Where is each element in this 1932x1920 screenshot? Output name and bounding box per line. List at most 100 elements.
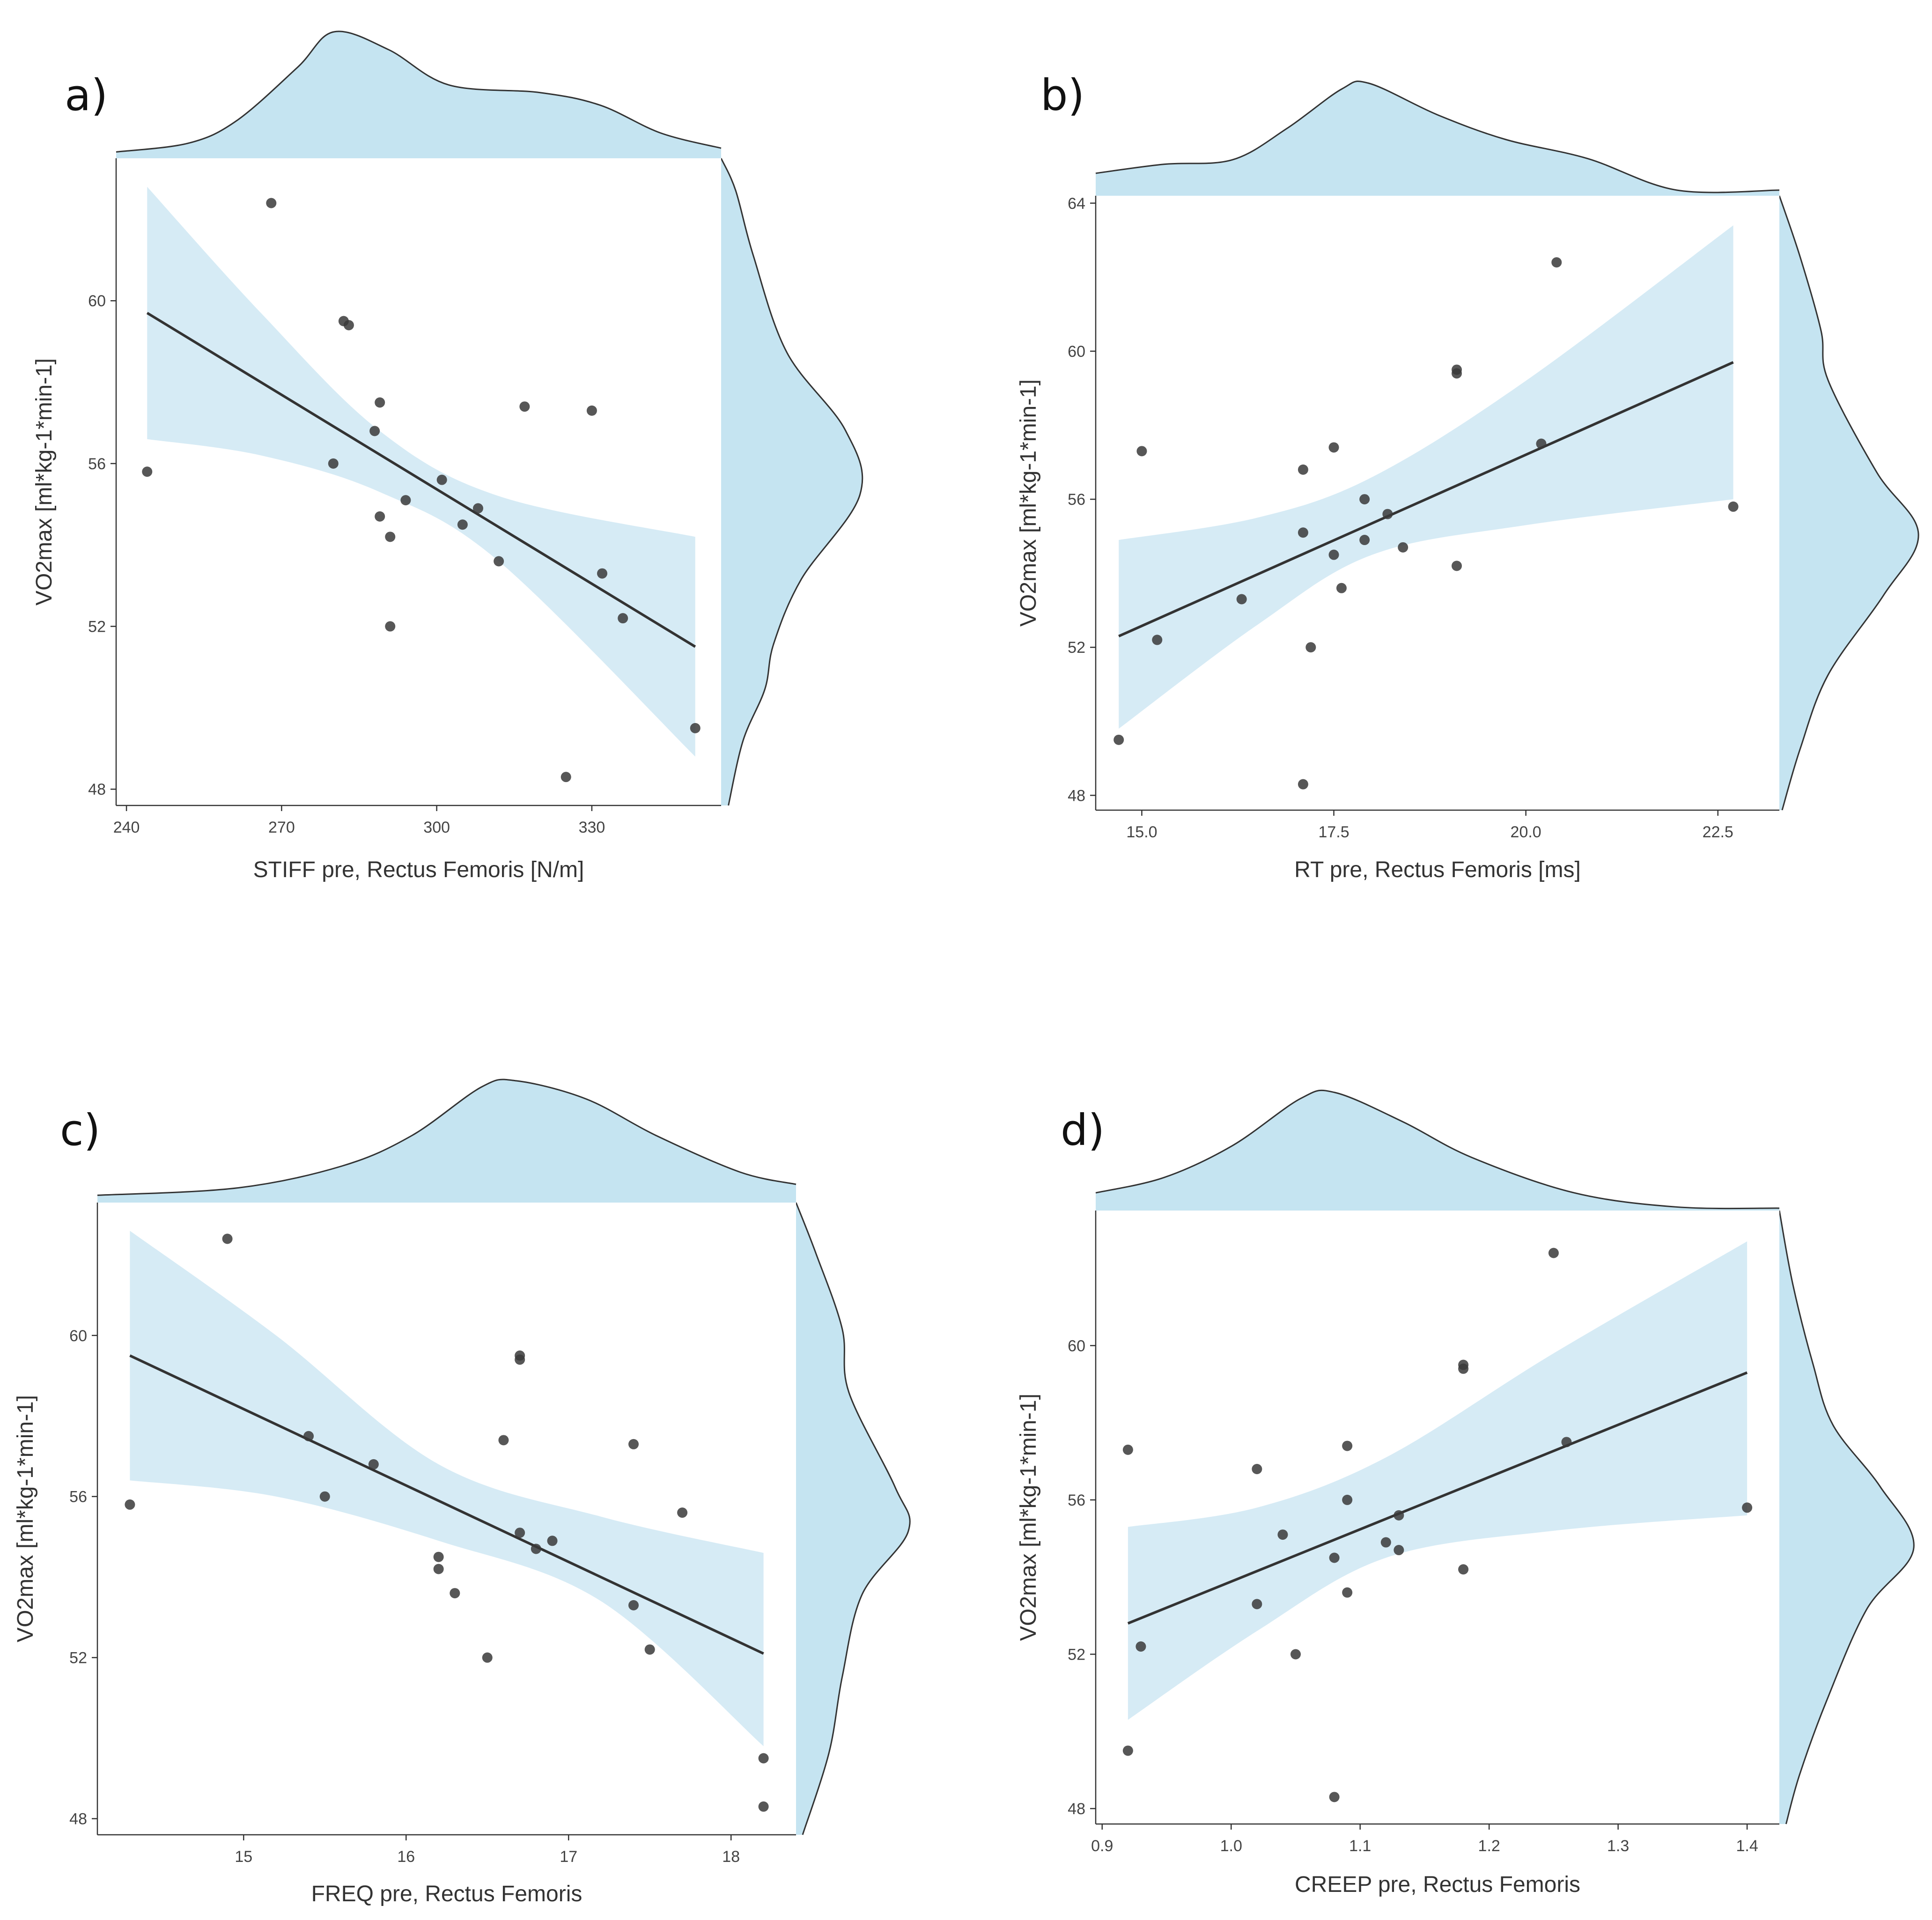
y-tick-label: 60: [1068, 1337, 1085, 1355]
data-point: [515, 1528, 525, 1538]
data-point: [385, 621, 396, 632]
x-tick-label: 300: [423, 819, 450, 836]
data-point: [369, 426, 380, 436]
x-axis-label: RT pre, Rectus Femoris [ms]: [1294, 857, 1581, 882]
x-tick-label: 1.2: [1478, 1837, 1500, 1855]
regression-line: [1127, 1371, 1748, 1625]
data-point: [1290, 1649, 1301, 1660]
x-tick-label: 16: [397, 1848, 415, 1866]
data-point: [758, 1801, 769, 1812]
data-point: [457, 519, 468, 530]
data-point: [677, 1507, 688, 1518]
panel-label: b): [1040, 70, 1084, 120]
data-point: [1298, 779, 1308, 790]
right-density-curve: [1778, 1210, 1915, 1824]
regression-line: [129, 1354, 764, 1655]
right-density-curve: [720, 158, 863, 806]
data-point: [1342, 1587, 1353, 1598]
data-point: [436, 474, 447, 485]
data-point: [1136, 446, 1147, 457]
panel-b: 15.0 17.5 20.0 22.5 48 52 56 60 64 RT pre, Rectus…: [1016, 70, 1919, 882]
x-tick-label: 240: [113, 819, 140, 836]
x-tick-label: 1.3: [1607, 1837, 1629, 1855]
top-density-curve: [1095, 80, 1780, 193]
data-point: [519, 401, 530, 412]
x-tick-label: 1.4: [1736, 1837, 1758, 1855]
panel-c: 15 16 17 18 48 52 56 60 FREQ pre, Rectus Femoris…: [13, 1078, 911, 1906]
y-axis-label: VO2max [ml*kg-1*min-1]: [1016, 1394, 1041, 1641]
x-tick-label: 18: [722, 1848, 740, 1866]
data-point: [1298, 464, 1308, 475]
data-point: [328, 458, 339, 469]
data-point: [498, 1435, 509, 1446]
data-point: [343, 320, 354, 331]
top-density-curve: [1095, 1089, 1780, 1210]
data-point: [628, 1439, 639, 1449]
confidence-band: [1119, 225, 1733, 729]
data-point: [400, 495, 411, 506]
panel-d: 0.9 1.0 1.1 1.2 1.3 1.4 48 52 56 60 CREEP pre, Rec…: [1016, 1089, 1915, 1897]
data-point: [1328, 442, 1339, 453]
data-point: [1298, 527, 1308, 538]
y-tick-label: 56: [88, 455, 106, 473]
data-point: [375, 397, 385, 408]
data-point: [1548, 1248, 1559, 1258]
data-point: [1305, 642, 1316, 653]
data-point: [494, 556, 504, 567]
x-tick-label: 1.1: [1349, 1837, 1371, 1855]
confidence-band: [1128, 1241, 1748, 1720]
panel-a: 240 270 300 330 48 52 56 60 STIFF pre, Rectus Fe…: [32, 30, 863, 882]
x-tick-label: 20.0: [1511, 823, 1541, 841]
data-point: [1394, 1545, 1404, 1556]
data-point: [303, 1431, 314, 1441]
data-point: [1136, 1641, 1146, 1652]
data-point: [690, 723, 701, 733]
data-point: [1329, 1792, 1340, 1802]
data-point: [1328, 549, 1339, 560]
x-tick-label: 270: [268, 819, 295, 836]
x-axis-label: CREEP pre, Rectus Femoris: [1295, 1872, 1580, 1897]
data-point: [472, 503, 483, 514]
confidence-band: [147, 186, 695, 757]
data-point: [266, 198, 277, 208]
data-point: [1277, 1529, 1288, 1540]
data-point: [1458, 1564, 1469, 1575]
y-tick-label: 52: [1068, 639, 1085, 657]
data-point: [1359, 494, 1370, 505]
data-point: [586, 405, 597, 416]
x-tick-label: 330: [579, 819, 605, 836]
x-tick-label: 15.0: [1126, 823, 1157, 841]
regression-line: [146, 311, 696, 648]
y-tick-label: 48: [1068, 787, 1085, 805]
data-point: [1551, 257, 1562, 268]
data-point: [628, 1600, 639, 1610]
y-tick-label: 56: [1068, 1492, 1085, 1509]
data-point: [1342, 1440, 1353, 1451]
data-point: [515, 1354, 525, 1365]
data-point: [618, 613, 628, 624]
data-point: [222, 1233, 233, 1244]
x-axis-label: STIFF pre, Rectus Femoris [N/m]: [253, 857, 584, 882]
y-tick-label: 60: [88, 292, 106, 310]
y-tick-label: 48: [1068, 1800, 1085, 1818]
data-point: [1452, 561, 1462, 571]
top-density-curve: [97, 1078, 796, 1196]
data-point: [560, 772, 571, 783]
y-axis-label: VO2max [ml*kg-1*min-1]: [13, 1395, 38, 1642]
data-point: [1252, 1599, 1262, 1610]
data-point: [1236, 594, 1247, 605]
data-point: [375, 511, 385, 522]
data-point: [1536, 438, 1547, 449]
x-tick-label: 15: [235, 1848, 252, 1866]
data-point: [758, 1753, 769, 1764]
x-tick-label: 22.5: [1703, 823, 1733, 841]
panel-label: c): [60, 1105, 100, 1155]
right-density-fill: [1779, 196, 1919, 810]
panel-label: a): [65, 70, 108, 120]
data-point: [1122, 1745, 1133, 1756]
data-point: [1342, 1494, 1353, 1505]
data-point: [1359, 535, 1370, 546]
data-point: [1152, 635, 1163, 645]
data-point: [482, 1652, 493, 1663]
